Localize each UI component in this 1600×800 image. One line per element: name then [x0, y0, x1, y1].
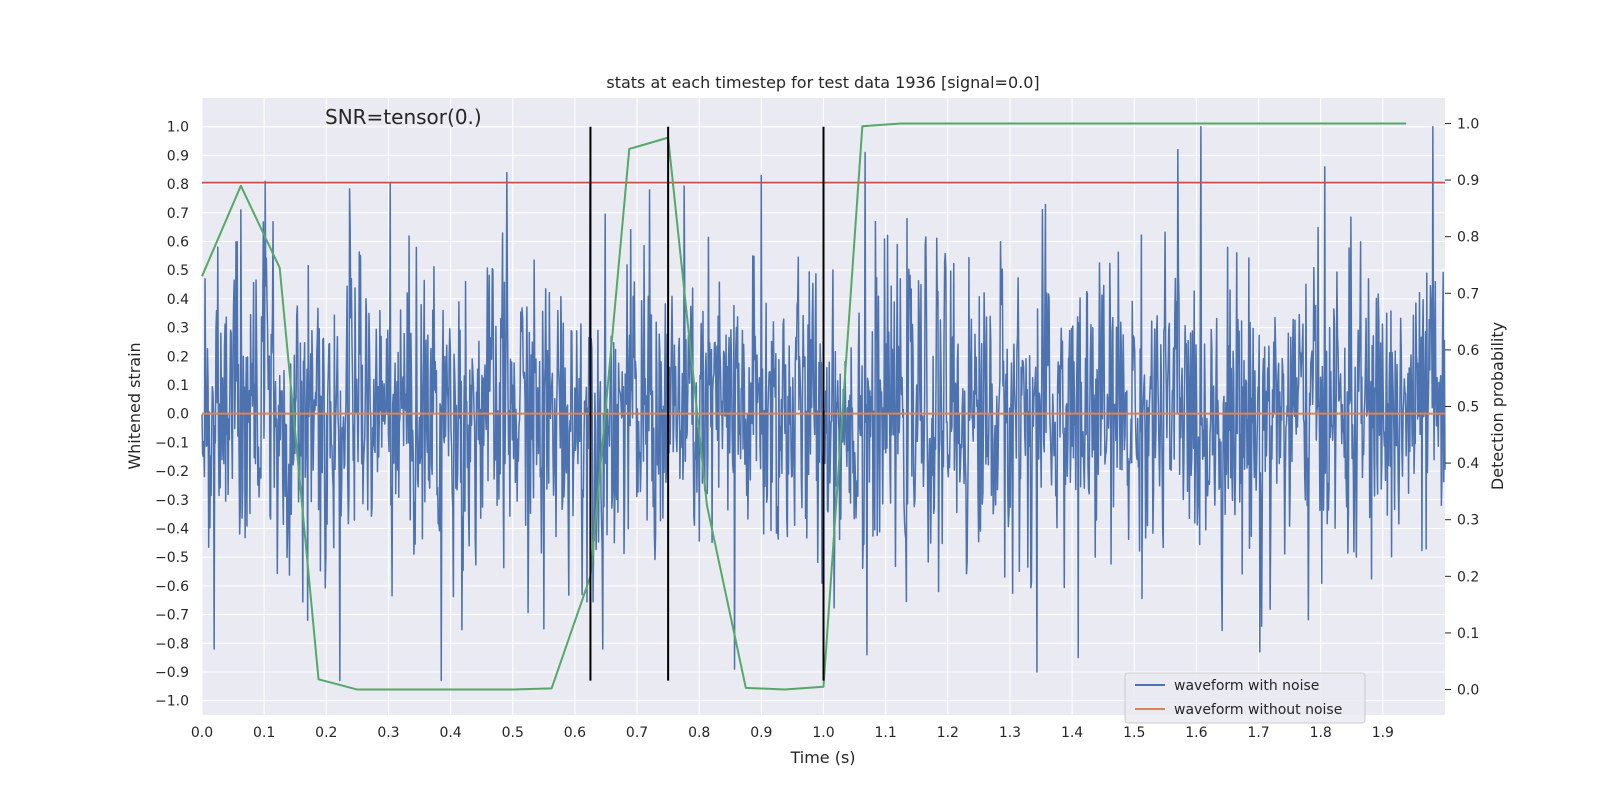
y-tick-label: −0.6 — [155, 579, 189, 595]
x-tick-label: 0.1 — [253, 725, 275, 741]
y2-tick-label: 0.7 — [1457, 286, 1479, 302]
x-tick-label: 1.2 — [937, 725, 959, 741]
y-tick-label: 0.0 — [167, 407, 189, 423]
y-tick-label: 0.9 — [167, 148, 189, 164]
y-tick-label: −0.5 — [155, 550, 189, 566]
x-tick-label: 1.4 — [1061, 725, 1083, 741]
x-tick-label: 0.4 — [439, 725, 461, 741]
y-tick-label: −1.0 — [155, 694, 189, 710]
y-tick-label: 0.1 — [167, 378, 189, 394]
y-tick-label: −0.2 — [155, 464, 189, 480]
y-tick-label: 1.0 — [167, 120, 189, 136]
x-tick-label: 1.7 — [1247, 725, 1269, 741]
y-tick-label: −0.3 — [155, 493, 189, 509]
x-tick-label: 1.9 — [1372, 725, 1394, 741]
marker-lines — [589, 126, 825, 681]
legend-label-clean: waveform without noise — [1174, 702, 1342, 718]
x-tick-label: 0.0 — [191, 725, 213, 741]
x-tick-label: 0.6 — [564, 725, 586, 741]
y-axis-label: Whitened strain — [125, 342, 144, 469]
chart-title: stats at each timestep for test data 193… — [606, 73, 1039, 92]
x-tick-label: 0.7 — [626, 725, 648, 741]
y-tick-label: 0.7 — [167, 206, 189, 222]
y-tick-label: 0.3 — [167, 321, 189, 337]
legend-label-noise: waveform with noise — [1174, 678, 1319, 694]
y2-tick-label: 0.1 — [1457, 626, 1479, 642]
y-tick-label: 0.4 — [167, 292, 189, 308]
x-tick-label: 0.8 — [688, 725, 710, 741]
y-tick-label: −0.8 — [155, 636, 189, 652]
probability-line — [201, 122, 1407, 691]
y-tick-label: 0.8 — [167, 177, 189, 193]
y-tick-label: −0.9 — [155, 665, 189, 681]
y-tick-label: −0.7 — [155, 608, 189, 624]
y2-tick-label: 0.9 — [1457, 173, 1479, 189]
x-tick-label: 1.1 — [875, 725, 897, 741]
x-tick-label: 0.3 — [377, 725, 399, 741]
y2-tick-label: 0.4 — [1457, 456, 1479, 472]
legend-box — [1124, 672, 1366, 724]
y2-tick-label: 0.2 — [1457, 569, 1479, 585]
x-tick-label: 0.2 — [315, 725, 337, 741]
x-tick-label: 1.8 — [1310, 725, 1332, 741]
y-axis-ticks: 1.0 0.9 0.8 0.7 0.6 0.5 0.4 0.3 0.2 0.1 0.0 −0.1 −0.… — [155, 120, 189, 710]
x-axis-label: Time (s) — [789, 748, 855, 767]
x-tick-label: 1.3 — [999, 725, 1021, 741]
x-tick-label: 0.9 — [750, 725, 772, 741]
y-tick-label: 0.6 — [167, 234, 189, 250]
x-axis-ticks: 0.0 0.1 0.2 0.3 0.4 0.5 0.6 0.7 0.8 0.9 1.0 1.1 1.2 1… — [191, 725, 1394, 741]
x-tick-label: 0.5 — [502, 725, 524, 741]
x-tick-label: 1.0 — [812, 725, 834, 741]
y-tick-label: −0.1 — [155, 435, 189, 451]
y2-axis-label: Detection probability — [1488, 322, 1507, 490]
y-tick-label: 0.2 — [167, 349, 189, 365]
legend: waveform with noise waveform without noi… — [1124, 672, 1366, 724]
x-tick-label: 1.5 — [1123, 725, 1145, 741]
series-detection-probability — [201, 122, 1407, 691]
y2-tick-label: 0.0 — [1457, 683, 1479, 699]
annotation-snr: SNR=tensor(0.) — [325, 105, 482, 129]
y-tick-label: 0.5 — [167, 263, 189, 279]
y2-tick-label: 1.0 — [1457, 116, 1479, 132]
y2-axis-ticks: 1.0 0.9 0.8 0.7 0.6 0.5 0.4 0.3 0.2 0.1 0.0 — [1445, 116, 1479, 699]
y2-tick-label: 0.8 — [1457, 230, 1479, 246]
y-tick-label: −0.4 — [155, 521, 189, 537]
y2-tick-label: 0.6 — [1457, 343, 1479, 359]
x-tick-label: 1.6 — [1185, 725, 1207, 741]
y2-tick-label: 0.5 — [1457, 400, 1479, 416]
y2-tick-label: 0.3 — [1457, 513, 1479, 529]
